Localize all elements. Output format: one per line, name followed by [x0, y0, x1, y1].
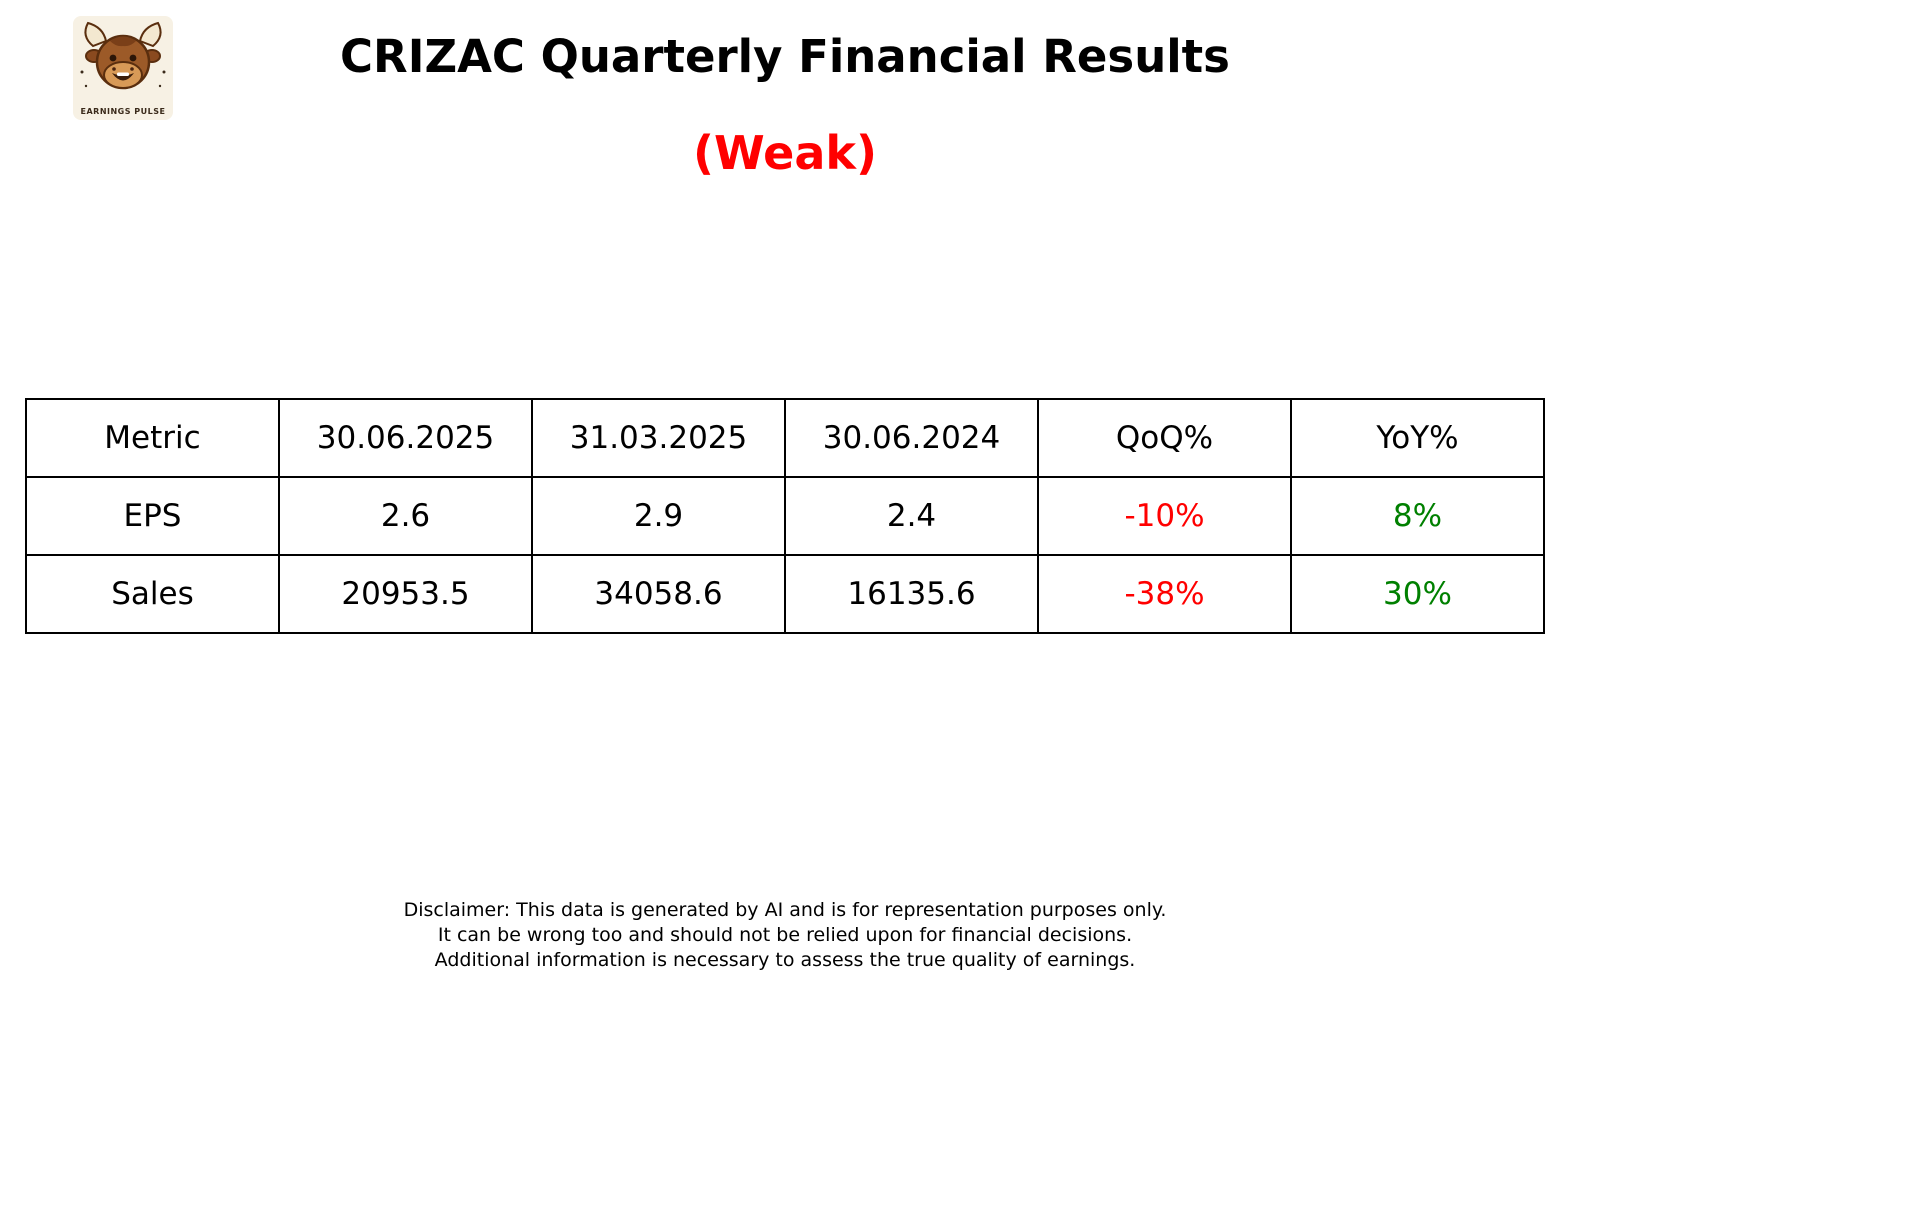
eps-q-year-ago: 2.4 [784, 476, 1039, 556]
col-header-qoq: QoQ% [1037, 398, 1292, 478]
disclaimer-line-2: It can be wrong too and should not be re… [437, 924, 1133, 946]
eps-metric-label: EPS [25, 476, 280, 556]
page-title: CRIZAC Quarterly Financial Results [340, 30, 1230, 83]
eps-yoy-value: 8% [1290, 476, 1545, 556]
disclaimer-line-1: Disclaimer: This data is generated by AI… [403, 899, 1167, 921]
bull-logo-icon: EARNINGS PULSE [73, 16, 173, 120]
disclaimer: Disclaimer: This data is generated by AI… [404, 898, 1167, 973]
col-header-yoy: YoY% [1290, 398, 1545, 478]
col-header-q-current: 30.06.2025 [278, 398, 533, 478]
results-table: Metric 30.06.2025 31.03.2025 30.06.2024 … [25, 398, 1545, 634]
sales-metric-label: Sales [25, 554, 280, 634]
verdict-label: (Weak) [693, 126, 877, 180]
earnings-pulse-logo: EARNINGS PULSE [73, 16, 173, 124]
disclaimer-line-3: Additional information is necessary to a… [434, 949, 1136, 971]
eps-q-current: 2.6 [278, 476, 533, 556]
col-header-metric: Metric [25, 398, 280, 478]
table-row-sales: Sales 20953.5 34058.6 16135.6 -38% 30% [25, 554, 1545, 634]
sales-q-previous: 34058.6 [531, 554, 786, 634]
sales-yoy-value: 30% [1290, 554, 1545, 634]
sales-q-current: 20953.5 [278, 554, 533, 634]
logo-caption: EARNINGS PULSE [81, 107, 166, 116]
col-header-q-year-ago: 30.06.2024 [784, 398, 1039, 478]
eps-qoq-value: -10% [1037, 476, 1292, 556]
sales-q-year-ago: 16135.6 [784, 554, 1039, 634]
table-header-row: Metric 30.06.2025 31.03.2025 30.06.2024 … [25, 398, 1545, 478]
col-header-q-previous: 31.03.2025 [531, 398, 786, 478]
table-row-eps: EPS 2.6 2.9 2.4 -10% 8% [25, 476, 1545, 556]
eps-q-previous: 2.9 [531, 476, 786, 556]
sales-qoq-value: -38% [1037, 554, 1292, 634]
